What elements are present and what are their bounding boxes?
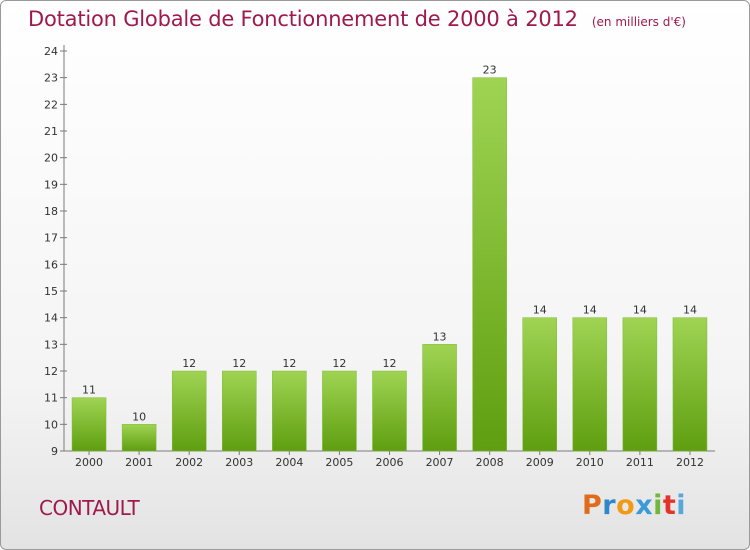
y-tick-label: 14 bbox=[44, 312, 58, 325]
x-tick-label: 2003 bbox=[225, 456, 253, 469]
logo-letter: i bbox=[653, 490, 663, 521]
bar bbox=[272, 370, 307, 452]
x-tick-label: 2004 bbox=[275, 456, 303, 469]
bar bbox=[322, 370, 357, 452]
title-row: Dotation Globale de Fonctionnement de 20… bbox=[28, 7, 686, 31]
y-tick-label: 9 bbox=[51, 445, 58, 458]
axis-layer: 9 10 11 12 13 14 15 16 17 18 19 20 21 22 23 24 bbox=[44, 45, 715, 458]
logo-letter: P bbox=[582, 490, 603, 521]
bar bbox=[672, 317, 708, 452]
x-tick-label: 2001 bbox=[125, 456, 153, 469]
x-tick-label: 2009 bbox=[526, 456, 554, 469]
label-layer: 2000 11 2001 10 2002 12 2003 12 2004 12 2005 12 2006… bbox=[75, 64, 704, 469]
x-tick-label: 2012 bbox=[676, 456, 704, 469]
data-label: 13 bbox=[433, 330, 447, 343]
data-label: 12 bbox=[232, 357, 246, 370]
data-label: 11 bbox=[82, 384, 96, 397]
bar bbox=[171, 370, 207, 452]
logo-letter: i bbox=[676, 490, 687, 521]
y-tick-label: 23 bbox=[44, 72, 58, 85]
bar bbox=[572, 317, 608, 452]
bar bbox=[422, 344, 457, 452]
logo-letter: t bbox=[662, 490, 677, 521]
x-tick-label: 2000 bbox=[75, 456, 103, 469]
proxiti-logo[interactable]: Proxiti bbox=[582, 490, 686, 521]
x-tick-label: 2010 bbox=[576, 456, 604, 469]
bar bbox=[622, 317, 658, 452]
x-tick-label: 2006 bbox=[376, 456, 404, 469]
y-tick-label: 18 bbox=[44, 205, 58, 218]
chart-subtitle: (en milliers d'€) bbox=[591, 15, 686, 29]
bar bbox=[372, 370, 407, 452]
data-label: 12 bbox=[282, 357, 296, 370]
x-tick-label: 2005 bbox=[325, 456, 353, 469]
commune-name: CONTAULT bbox=[39, 496, 140, 520]
logo-letter: r bbox=[602, 490, 617, 521]
y-tick-label: 12 bbox=[44, 365, 58, 378]
y-tick-label: 24 bbox=[44, 45, 58, 58]
y-tick-label: 10 bbox=[44, 418, 58, 431]
data-label: 14 bbox=[633, 304, 647, 317]
y-tick-label: 19 bbox=[44, 178, 58, 191]
x-tick-label: 2011 bbox=[626, 456, 654, 469]
y-tick-label: 20 bbox=[44, 152, 58, 165]
data-label: 10 bbox=[132, 410, 146, 423]
bar-layer bbox=[71, 77, 708, 452]
bar bbox=[472, 77, 507, 452]
data-label: 12 bbox=[182, 357, 196, 370]
x-tick-label: 2008 bbox=[476, 456, 504, 469]
data-label: 14 bbox=[533, 304, 547, 317]
x-tick-label: 2007 bbox=[426, 456, 454, 469]
data-label: 14 bbox=[583, 304, 597, 317]
y-tick-label: 11 bbox=[44, 392, 58, 405]
bar bbox=[522, 317, 557, 452]
logo-letter: x bbox=[635, 490, 654, 521]
data-label: 14 bbox=[683, 304, 697, 317]
y-tick-label: 13 bbox=[44, 338, 58, 351]
data-label: 23 bbox=[483, 64, 497, 77]
y-tick-label: 21 bbox=[44, 125, 58, 138]
data-label: 12 bbox=[332, 357, 346, 370]
chart-title: Dotation Globale de Fonctionnement de 20… bbox=[28, 7, 578, 31]
y-tick-label: 22 bbox=[44, 98, 58, 111]
bar bbox=[121, 424, 157, 452]
y-tick-label: 17 bbox=[44, 232, 58, 245]
data-label: 12 bbox=[383, 357, 397, 370]
y-tick-label: 15 bbox=[44, 285, 58, 298]
y-tick-label: 16 bbox=[44, 258, 58, 271]
x-tick-label: 2002 bbox=[175, 456, 203, 469]
bar bbox=[71, 397, 107, 452]
bar bbox=[222, 370, 257, 452]
logo-letter: o bbox=[616, 490, 636, 521]
